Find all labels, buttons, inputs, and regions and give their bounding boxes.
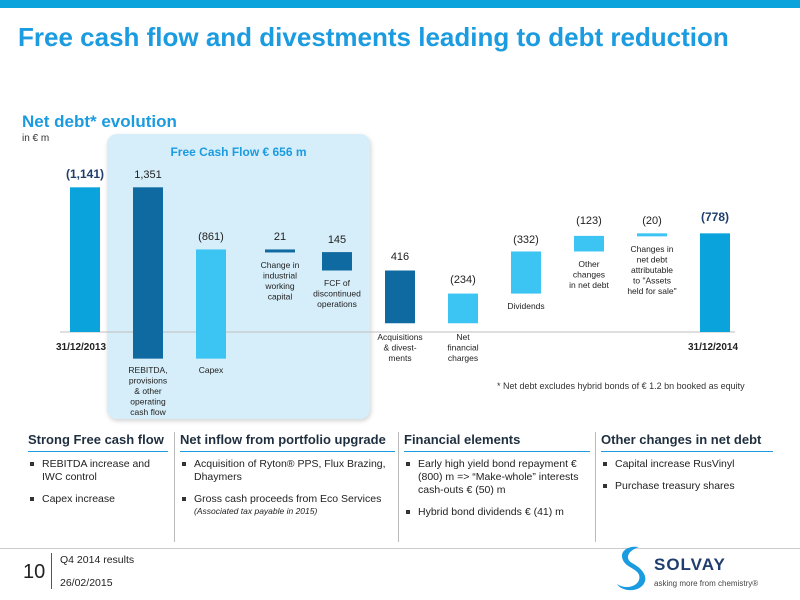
solvay-s-logo-icon: [617, 546, 646, 591]
chart-category-label: REBITDA, provisions & other operating cash f…: [128, 365, 167, 417]
chart-value-label: (20): [642, 215, 662, 227]
chart-value-label: 416: [391, 251, 409, 263]
footer-separator: [51, 553, 52, 589]
logo-tagline: asking more from chemistry®: [654, 579, 759, 588]
chart-subtitle: Net debt* evolution: [22, 112, 177, 131]
footer-divider: [0, 548, 800, 549]
panel-bullet: Capital increase RusVinyl: [603, 458, 773, 471]
panel-bullet-text: Gross cash proceeds from Eco Services: [194, 493, 382, 505]
panel-bullet: REBITDA increase and IWC control: [30, 458, 168, 484]
chart-bar: [133, 187, 163, 359]
footnote: * Net debt excludes hybrid bonds of € 1.…: [497, 381, 745, 391]
chart-bar: [511, 251, 541, 294]
chart-category-label: Change in industrial working capital: [261, 260, 300, 302]
panel-heading: Strong Free cash flow: [28, 432, 168, 452]
chart-value-label: 145: [328, 234, 346, 246]
chart-value-label: (778): [701, 210, 729, 224]
chart-bar: [196, 249, 226, 359]
panel-bullet: Acquisition of Ryton® PPS, Flux Brazing,…: [182, 458, 395, 484]
unit-label: in € m: [22, 133, 50, 144]
chart-value-label: (861): [198, 231, 224, 243]
chart-category-label: Net financial charges: [447, 332, 478, 363]
chart-bar: [448, 293, 478, 324]
panel-heading: Financial elements: [404, 432, 590, 452]
chart-category-label: FCF of discontinued operations: [313, 278, 361, 309]
panel-bullet: Hybrid bond dividends € (41) m: [406, 506, 590, 519]
chart-category-label: Capex: [199, 365, 224, 375]
chart-date-label: 31/12/2014: [688, 342, 738, 353]
chart-bar: [265, 249, 295, 253]
panel-bullet: Early high yield bond repayment € (800) …: [406, 458, 590, 497]
chart-category-label: Changes in net debt attributable to "Assets…: [627, 244, 676, 296]
top-accent-bar: [0, 0, 800, 8]
panel-bullet-note: (Associated tax payable in 2015): [194, 506, 318, 516]
chart-bar: [322, 252, 352, 271]
chart-bar: [700, 233, 730, 332]
footer-presentation-name: Q4 2014 results: [60, 554, 135, 566]
panel-financial: Financial elements Early high yield bond…: [404, 432, 590, 528]
panel-other: Other changes in net debt Capital increa…: [601, 432, 773, 502]
slide-title: Free cash flow and divestments leading t…: [18, 22, 729, 52]
footer-date: 26/02/2015: [60, 577, 113, 589]
chart-value-label: 21: [274, 231, 286, 243]
chart-bar: [637, 233, 667, 237]
chart-value-label: (1,141): [66, 167, 104, 181]
panel-bullet: Gross cash proceeds from Eco Services (As…: [182, 493, 395, 517]
chart-category-label: Dividends: [507, 301, 544, 311]
panel-portfolio: Net inflow from portfolio upgrade Acquis…: [180, 432, 395, 526]
chart-category-label: Acquisitions & divest-ments: [377, 332, 422, 363]
free-cash-flow-label: Free Cash Flow € 656 m: [170, 145, 307, 159]
panel-bullet: Purchase treasury shares: [603, 480, 773, 493]
chart-bar: [574, 235, 604, 252]
waterfall-chart: (1,141) 1,351 (861) 21 145 416 (234) (332) (123)…: [56, 167, 738, 417]
panel-heading: Other changes in net debt: [601, 432, 773, 452]
panel-heading: Net inflow from portfolio upgrade: [180, 432, 395, 452]
page-number: 10: [23, 561, 46, 583]
panel-divider: [398, 432, 399, 542]
chart-value-label: (332): [513, 234, 539, 246]
chart-category-label: Other changes in net debt: [569, 259, 609, 290]
logo-wordmark: SOLVAY: [654, 555, 726, 574]
panel-strong-fcf: Strong Free cash flow REBITDA increase a…: [28, 432, 168, 515]
chart-bar: [70, 187, 100, 332]
chart-bar: [385, 270, 415, 324]
panel-bullet: Capex increase: [30, 493, 168, 506]
panel-divider: [595, 432, 596, 542]
chart-value-label: 1,351: [134, 169, 162, 181]
chart-value-label: (123): [576, 215, 602, 227]
chart-date-label: 31/12/2013: [56, 342, 106, 353]
panel-divider: [174, 432, 175, 542]
chart-value-label: (234): [450, 274, 476, 286]
